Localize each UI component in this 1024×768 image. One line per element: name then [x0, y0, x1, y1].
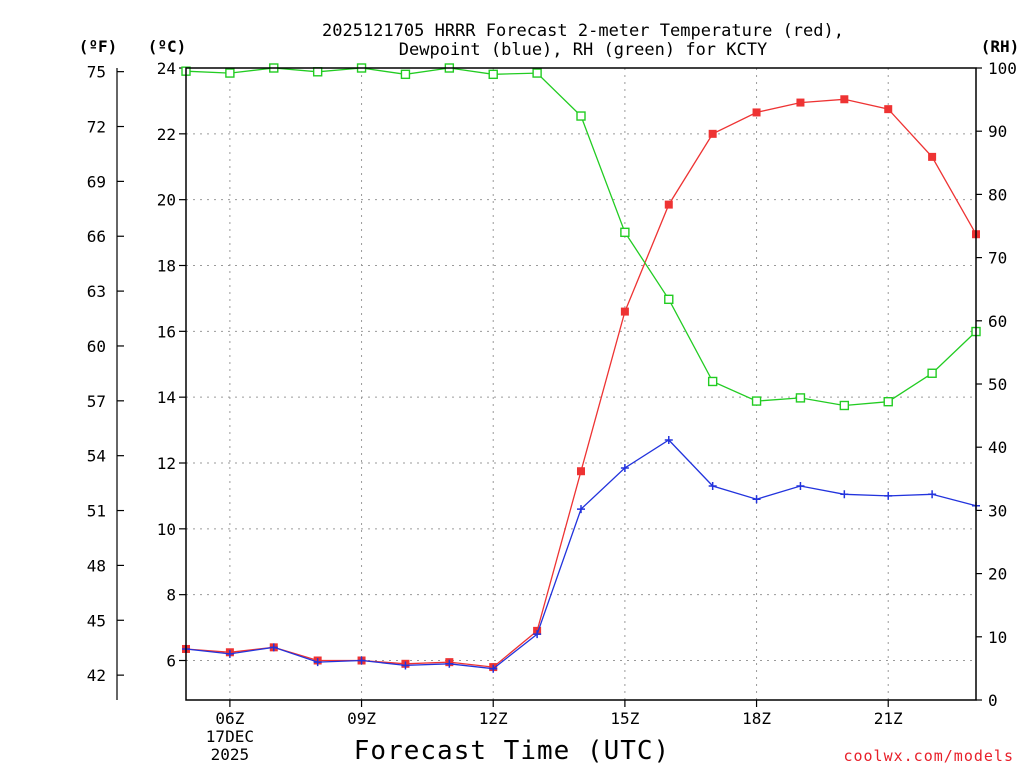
rh-point — [488, 69, 498, 80]
dewpoint-point — [708, 482, 717, 491]
fahrenheit-tick-label: 48 — [87, 556, 106, 575]
celsius-tick-label: 20 — [157, 191, 176, 210]
rh-tick-label: 50 — [988, 375, 1007, 394]
rh-tick-label: 10 — [988, 628, 1007, 647]
rh-unit-label: (RH) — [981, 37, 1020, 56]
x-tick-year: 2025 — [211, 745, 250, 764]
fahrenheit-tick-label: 42 — [87, 666, 106, 685]
temperature-point — [708, 129, 717, 138]
plot-frame — [185, 67, 977, 701]
fahrenheit-axis: 42 45 48 51 54 57 60 63 66 69 72 75 — [87, 63, 124, 685]
fahrenheit-unit-label: (ºF) — [79, 37, 118, 56]
chart-title-line1: 2025121705 HRRR Forecast 2-meter Tempera… — [322, 21, 844, 41]
rh-tick-label: 20 — [988, 565, 1007, 584]
fahrenheit-tick-label: 57 — [87, 392, 106, 411]
rh-tick-label: 40 — [988, 438, 1007, 457]
celsius-unit-label: (ºC) — [148, 37, 187, 56]
x-tick-label: 18Z — [742, 709, 771, 728]
fahrenheit-tick-label: 51 — [87, 502, 106, 521]
celsius-tick-label: 24 — [157, 59, 176, 78]
dewpoint-point — [840, 490, 849, 499]
dewpoint-point — [928, 490, 937, 499]
rh-point — [664, 294, 674, 305]
temperature-point — [928, 152, 937, 161]
dewpoint-point — [796, 482, 805, 491]
fahrenheit-tick-label: 75 — [87, 63, 106, 82]
temperature-point — [796, 98, 805, 107]
x-tick-label: 15Z — [610, 709, 639, 728]
rh-tick-label: 100 — [988, 59, 1017, 78]
rh-point — [795, 393, 806, 403]
x-tick-label: 12Z — [479, 709, 508, 728]
x-axis-title: Forecast Time (UTC) — [354, 736, 670, 766]
x-tick-date: 17DEC — [206, 727, 254, 746]
fahrenheit-tick-label: 63 — [87, 282, 106, 301]
dewpoint-point — [752, 495, 761, 504]
dewpoint-point — [225, 649, 234, 658]
rh-tick-label: 0 — [988, 691, 998, 710]
rh-point — [620, 227, 630, 238]
celsius-tick-label: 10 — [157, 520, 176, 539]
temperature-point — [620, 307, 629, 316]
rh-point — [532, 68, 542, 78]
dewpoint-point — [269, 643, 278, 652]
dewpoint-point — [577, 505, 585, 514]
temperature-point — [840, 95, 849, 104]
celsius-tick-label: 12 — [157, 454, 176, 473]
dewpoint-point — [401, 661, 410, 670]
x-tick-label: 21Z — [874, 709, 903, 728]
fahrenheit-tick-label: 66 — [87, 227, 106, 246]
celsius-tick-label: 8 — [166, 586, 176, 605]
celsius-tick-label: 14 — [157, 388, 176, 407]
rh-point — [225, 68, 235, 78]
dewpoint-point — [620, 463, 629, 472]
rh-tick-label: 60 — [988, 312, 1007, 331]
rh-tick-label: 90 — [988, 122, 1007, 141]
temperature-point — [664, 200, 673, 209]
rh-point — [400, 69, 411, 80]
x-tick-label: 06Z — [215, 709, 244, 728]
rh-point — [839, 400, 850, 411]
rh-tick-label: 70 — [988, 249, 1007, 268]
dewpoint-point — [313, 658, 322, 667]
fahrenheit-tick-label: 69 — [87, 172, 106, 191]
celsius-axis: 6 8 10 12 14 16 18 20 22 24 — [157, 59, 186, 671]
celsius-tick-label: 6 — [166, 652, 176, 671]
dewpoint-point — [445, 659, 454, 668]
celsius-tick-label: 18 — [157, 257, 176, 276]
celsius-tick-label: 16 — [157, 322, 176, 341]
dewpoint-point — [664, 435, 673, 444]
dewpoint-point — [533, 630, 542, 639]
temperature-point — [884, 105, 893, 114]
rh-axis: 0 10 20 30 40 50 60 70 80 90 100 — [976, 59, 1017, 710]
source-credit: coolwx.com/models — [843, 747, 1014, 765]
fahrenheit-tick-label: 72 — [87, 118, 106, 137]
fahrenheit-tick-label: 54 — [87, 447, 106, 466]
dewpoint-point — [884, 491, 893, 500]
x-tick-label: 09Z — [347, 709, 376, 728]
rh-point — [927, 368, 937, 378]
rh-point — [751, 396, 762, 406]
temperature-point — [577, 467, 585, 476]
dewpoint-point — [489, 664, 498, 673]
rh-tick-label: 80 — [988, 185, 1007, 204]
fahrenheit-tick-label: 60 — [87, 337, 106, 356]
rh-point — [576, 111, 586, 121]
rh-point — [707, 376, 718, 387]
rh-point — [312, 67, 323, 77]
temperature-point — [752, 108, 761, 117]
rh-point — [883, 396, 893, 407]
celsius-tick-label: 22 — [157, 125, 176, 144]
fahrenheit-tick-label: 45 — [87, 611, 106, 630]
chart-title-line2: Dewpoint (blue), RH (green) for KCTY — [399, 40, 767, 60]
dewpoint-point — [357, 656, 366, 665]
rh-tick-label: 30 — [988, 501, 1007, 520]
